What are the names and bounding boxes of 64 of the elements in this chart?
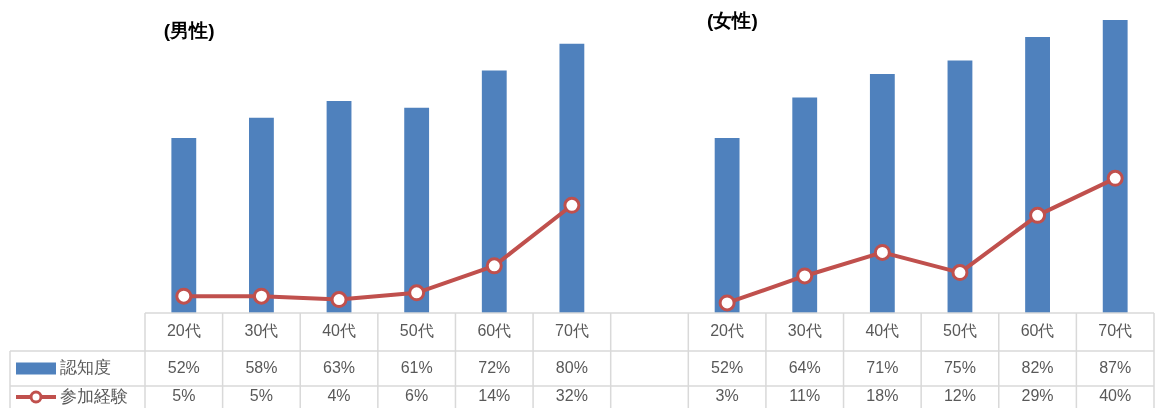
data-label: 72%: [478, 358, 511, 376]
annotation: (女性): [707, 10, 758, 32]
annotation: (男性): [163, 20, 215, 42]
bar: [559, 43, 585, 313]
data-label: 5%: [172, 387, 196, 405]
point: [1106, 169, 1124, 187]
data-label: 52%: [167, 358, 200, 376]
data-label: 58%: [245, 358, 278, 376]
x-tick-label: 60代: [477, 322, 512, 340]
point: [951, 264, 969, 282]
data-label: 6%: [405, 387, 429, 405]
x-tick-label: 60代: [1020, 322, 1055, 340]
point: [175, 287, 193, 305]
point: [796, 267, 814, 285]
bar: [404, 107, 430, 313]
point: [485, 257, 503, 275]
bar: [481, 70, 507, 313]
data-label: 3%: [715, 387, 739, 405]
legend-label: 認知度: [60, 358, 111, 378]
data-label: 29%: [1021, 387, 1054, 405]
point: [873, 243, 891, 261]
bar: [171, 137, 197, 313]
data-label: 40%: [1099, 387, 1132, 405]
x-tick-label: 50代: [399, 322, 434, 340]
bar: [1025, 36, 1050, 313]
x-tick-label: 50代: [943, 322, 977, 340]
point: [563, 196, 581, 214]
point: [1029, 206, 1047, 224]
data-label: 52%: [711, 358, 744, 376]
data-label: 63%: [323, 358, 356, 376]
bar: [326, 100, 352, 313]
legend-label: 参加経験: [60, 386, 128, 406]
x-tick-label: 30代: [787, 322, 822, 340]
data-label: 64%: [788, 358, 821, 376]
x-tick-label: 70代: [554, 322, 589, 340]
point: [718, 294, 736, 312]
point: [252, 287, 270, 305]
data-label: 18%: [866, 387, 899, 405]
data-label: 5%: [249, 387, 273, 405]
data-label: 11%: [789, 387, 821, 405]
data-label: 12%: [943, 387, 976, 405]
data-label: 4%: [327, 387, 351, 405]
x-tick-label: 40代: [865, 322, 900, 340]
data-label: 75%: [943, 358, 976, 376]
data-label: 61%: [400, 358, 433, 376]
data-label: 87%: [1099, 358, 1132, 376]
x-tick-label: 70代: [1098, 322, 1133, 340]
data-label: 14%: [478, 387, 511, 405]
x-tick-label: 20代: [166, 322, 201, 340]
x-tick-label: 40代: [322, 322, 356, 340]
point: [330, 291, 348, 309]
data-label: 80%: [555, 358, 588, 376]
bar: [792, 97, 818, 313]
bar: [869, 73, 895, 313]
data-label: 82%: [1021, 358, 1054, 376]
point: [408, 284, 426, 302]
data-label: 71%: [866, 358, 899, 376]
bar: [249, 117, 274, 313]
bar: [1102, 20, 1128, 313]
data-label: 32%: [555, 387, 588, 405]
x-tick-label: 30代: [244, 322, 279, 340]
bar: [714, 137, 740, 313]
x-tick-label: 20代: [710, 322, 745, 340]
bar: [947, 60, 973, 313]
